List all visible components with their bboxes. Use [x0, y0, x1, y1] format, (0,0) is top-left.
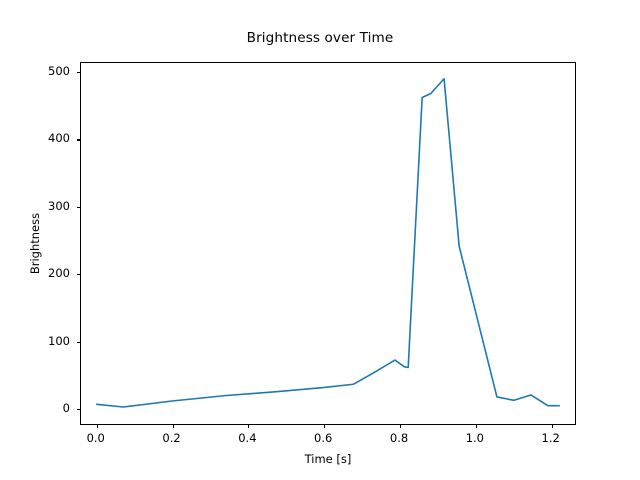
- x-tick-mark: [475, 424, 477, 428]
- y-tick-mark: [77, 408, 81, 410]
- x-tick-mark: [400, 424, 402, 428]
- x-tick-mark: [172, 424, 174, 428]
- x-axis-label: Time [s]: [304, 452, 352, 466]
- y-tick-mark: [77, 139, 81, 141]
- x-tick-label: 0.2: [162, 431, 181, 445]
- y-tick-label: 0: [62, 400, 70, 415]
- page-title: Brightness over Time: [246, 30, 394, 46]
- x-tick-label: 0.8: [389, 431, 409, 445]
- y-tick-mark: [77, 341, 81, 343]
- y-tick-mark: [77, 72, 81, 74]
- y-tick-label: 300: [48, 198, 70, 213]
- plot-area: [77, 62, 576, 428]
- y-tick-label: 200: [48, 266, 70, 281]
- chart-canvas: [95, 77, 561, 408]
- x-tick-label: 0.4: [238, 431, 257, 445]
- data-series-brightness: [95, 77, 561, 408]
- x-tick-label: 0.6: [314, 431, 333, 445]
- x-tick-label: 1.2: [541, 431, 560, 445]
- x-tick-label: 1.0: [465, 431, 484, 445]
- x-tick-label: 0.0: [86, 431, 105, 445]
- y-tick-mark: [77, 274, 81, 276]
- x-tick-mark: [96, 424, 98, 428]
- x-tick-mark: [248, 424, 250, 428]
- y-tick-mark: [77, 206, 81, 208]
- y-axis-label: Brightness: [28, 212, 42, 275]
- y-tick-label: 500: [48, 64, 70, 79]
- x-tick-mark: [551, 424, 553, 428]
- x-tick-mark: [324, 424, 326, 428]
- y-tick-label: 400: [48, 131, 70, 146]
- y-tick-label: 100: [48, 333, 70, 348]
